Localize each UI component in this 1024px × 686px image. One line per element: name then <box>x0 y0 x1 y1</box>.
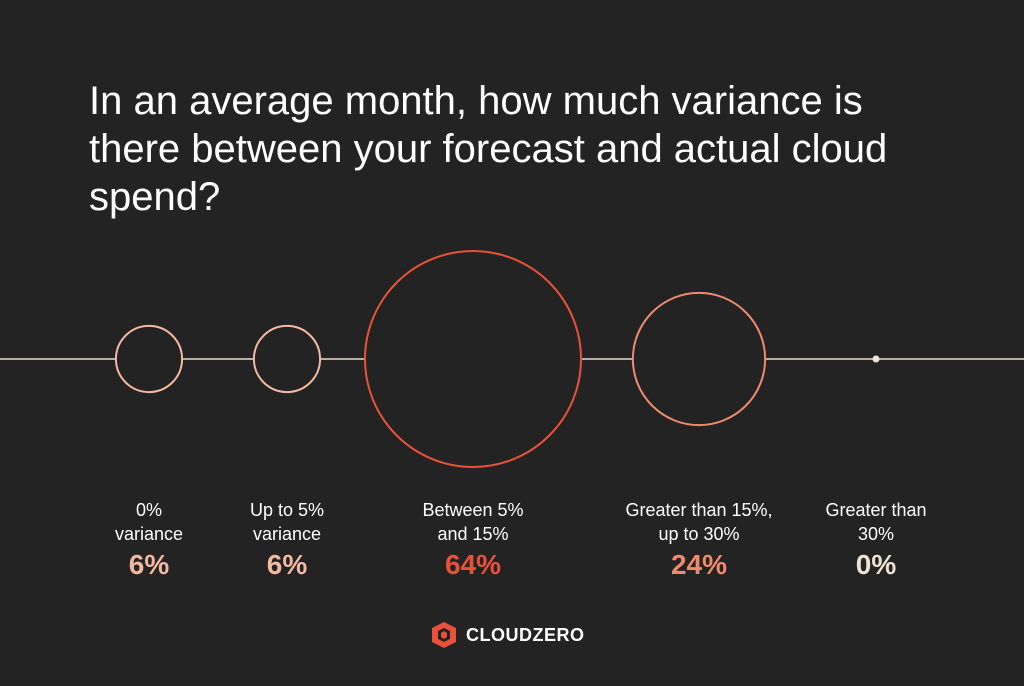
bubble-3 <box>364 250 582 468</box>
value-label: 64% <box>444 549 502 580</box>
category-label: Up to 5% variance <box>249 500 325 544</box>
value-label: 24% <box>670 549 728 580</box>
value-label: 6% <box>128 549 170 580</box>
brand-name: CLOUDZERO <box>466 624 585 645</box>
bubble-2 <box>252 324 322 394</box>
chart-title: In an average month, how much variance i… <box>89 79 888 219</box>
category-label: Between 5% and 15% <box>422 500 524 544</box>
bubble-5 <box>872 355 880 363</box>
cloudzero-logo-icon <box>432 622 456 648</box>
category-label: 0% variance <box>114 500 184 544</box>
brand-footer: CLOUDZERO <box>428 620 585 650</box>
bubble-4 <box>631 291 767 427</box>
bubble-1 <box>114 324 184 394</box>
category-label: Greater than 30% <box>825 500 927 544</box>
value-label: 0% <box>855 549 897 580</box>
category-label: Greater than 15%, up to 30% <box>625 500 773 544</box>
value-label: 6% <box>266 549 308 580</box>
